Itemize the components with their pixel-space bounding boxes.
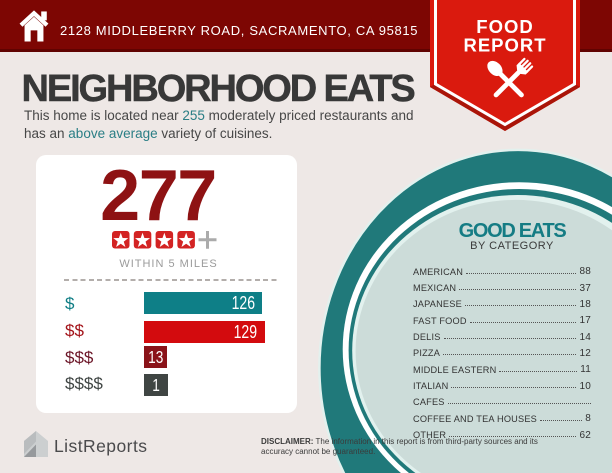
- svg-text:REPORT: REPORT: [463, 35, 546, 56]
- svg-text:FOOD: FOOD: [476, 16, 533, 37]
